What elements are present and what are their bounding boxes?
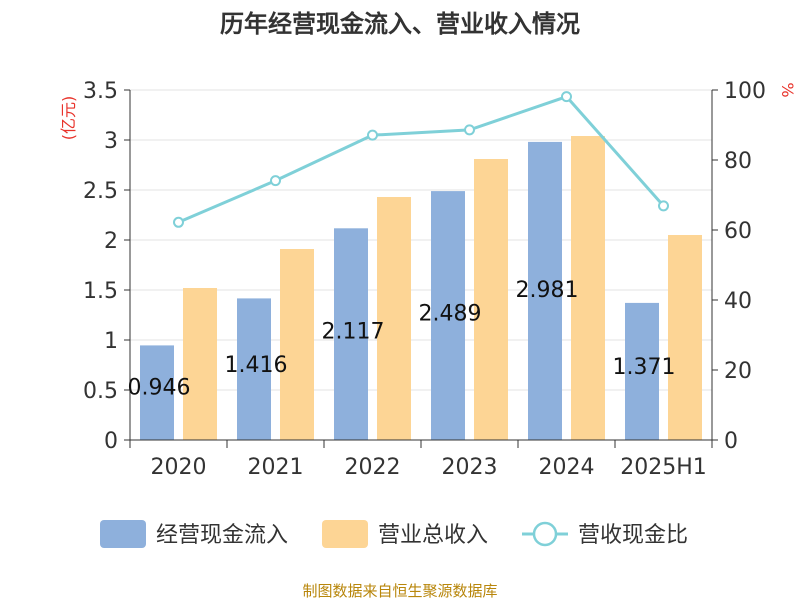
bar-营业总收入: [474, 159, 508, 440]
bar-营业总收入: [280, 249, 314, 440]
x-tick-label: 2021: [248, 455, 304, 480]
legend-label: 营业总收入: [378, 523, 488, 548]
y-right-tick-label: 40: [724, 289, 752, 314]
line-point: [658, 200, 669, 212]
y-right-tick-label: 80: [724, 149, 752, 174]
data-label: 2.117: [322, 319, 385, 344]
x-tick-label: 2023: [442, 455, 498, 480]
y-right-tick-label: 20: [724, 359, 752, 384]
bar-营业总收入: [571, 136, 605, 440]
y-right-tick-label: 100: [724, 79, 766, 104]
y-left-tick-label: 1: [104, 329, 118, 354]
bar-营业总收入: [183, 288, 217, 440]
y-left-unit: (亿元): [59, 96, 78, 141]
legend-swatch-经营现金流入: [100, 520, 146, 548]
x-tick-label: 2020: [151, 455, 207, 480]
data-label: 1.371: [613, 355, 676, 380]
y-right-tick-label: 0: [724, 429, 738, 454]
y-left-tick-label: 3: [104, 129, 118, 154]
x-tick-label: 2025H1: [620, 455, 707, 480]
bar-营业总收入: [668, 235, 702, 440]
y-left-tick-label: 2: [104, 229, 118, 254]
x-tick-label: 2024: [539, 455, 595, 480]
bar-营业总收入: [377, 197, 411, 440]
bar-经营现金流入: [237, 298, 271, 440]
legend-swatch-营业总收入: [322, 520, 368, 548]
source-note: 制图数据来自恒生聚源数据库: [302, 582, 497, 600]
y-left-tick-label: 3.5: [83, 79, 118, 104]
data-label: 1.416: [225, 353, 288, 378]
data-label: 0.946: [128, 376, 191, 401]
line-point: [270, 175, 281, 187]
line-营收现金比: [177, 94, 665, 224]
legend-label: 经营现金流入: [156, 523, 288, 548]
axes-layer: 0 0.5 1 1.5 2 2.5 3 3.5 0 20 40 60 80 100 2020 2021 2022…: [83, 79, 766, 480]
bar-经营现金流入: [625, 302, 659, 440]
bar-经营现金流入: [334, 228, 368, 440]
bars-layer: [140, 136, 702, 440]
y-left-tick-label: 0.5: [83, 379, 118, 404]
bar-经营现金流入: [431, 191, 465, 440]
y-left-tick-label: 2.5: [83, 179, 118, 204]
line-point: [464, 124, 475, 136]
legend-swatch-marker: [532, 521, 558, 547]
legend: 经营现金流入 营业总收入 营收现金比: [100, 520, 688, 548]
line-layer: [173, 91, 669, 228]
line-point: [367, 129, 378, 141]
bar-经营现金流入: [528, 141, 562, 440]
data-label: 2.489: [419, 302, 482, 327]
legend-label: 营收现金比: [578, 523, 688, 548]
y-left-tick-label: 1.5: [83, 279, 118, 304]
y-right-tick-label: 60: [724, 219, 752, 244]
x-tick-label: 2022: [345, 455, 401, 480]
bar-经营现金流入: [140, 345, 174, 440]
data-labels: 0.946 1.416 2.117 2.489 2.981 1.371: [128, 278, 676, 401]
chart-title: 历年经营现金流入、营业收入情况: [220, 10, 580, 38]
line-point: [173, 216, 184, 228]
line-point: [561, 91, 572, 103]
y-left-tick-label: 0: [104, 429, 118, 454]
y-right-unit: %: [778, 82, 797, 97]
grid-lines: [130, 89, 712, 391]
data-label: 2.981: [516, 278, 579, 303]
